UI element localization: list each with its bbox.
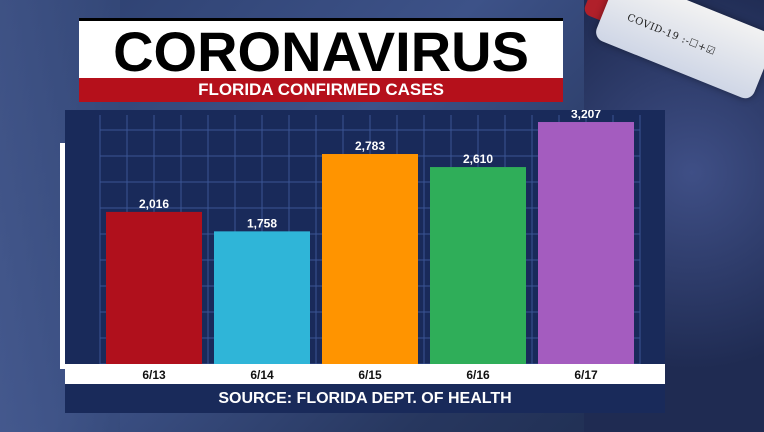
source-bar: SOURCE: FLORIDA DEPT. OF HEALTH xyxy=(65,384,665,413)
bar-6-15 xyxy=(322,154,418,364)
title-banner: CORONAVIRUS xyxy=(79,18,563,83)
chart-bars xyxy=(106,122,634,364)
value-label: 3,207 xyxy=(571,110,601,121)
value-label: 2,610 xyxy=(463,152,493,166)
chart-x-tick-labels: 6/13 6/14 6/15 6/16 6/17 xyxy=(142,368,598,382)
subtitle-banner: FLORIDA CONFIRMED CASES xyxy=(79,78,563,102)
source-text: SOURCE: FLORIDA DEPT. OF HEALTH xyxy=(218,390,512,407)
left-accent-strip xyxy=(60,143,65,369)
x-tick-label: 6/17 xyxy=(574,368,598,382)
bar-6-14 xyxy=(214,231,310,364)
x-tick-label: 6/13 xyxy=(142,368,166,382)
chart-subtitle: FLORIDA CONFIRMED CASES xyxy=(198,80,444,99)
bar-6-13 xyxy=(106,211,202,364)
value-label: 2,016 xyxy=(139,197,169,211)
chart-panel: 2,016 1,758 2,783 2,610 3,207 6/13 6/14 6/15 6/… xyxy=(65,110,665,413)
x-tick-label: 6/16 xyxy=(466,368,490,382)
chart-value-labels: 2,016 1,758 2,783 2,610 3,207 xyxy=(139,110,601,230)
x-axis-band xyxy=(65,364,665,384)
bar-6-16 xyxy=(430,167,526,364)
value-label: 2,783 xyxy=(355,139,385,153)
x-tick-label: 6/14 xyxy=(250,368,274,382)
x-tick-label: 6/15 xyxy=(358,368,382,382)
value-label: 1,758 xyxy=(247,216,277,230)
page-title: CORONAVIRUS xyxy=(113,20,529,83)
bar-6-17 xyxy=(538,122,634,364)
